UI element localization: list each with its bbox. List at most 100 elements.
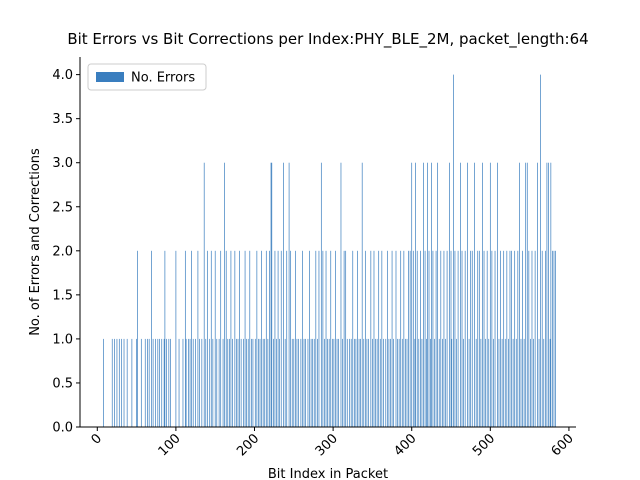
bar [500,250,501,427]
bar [322,250,324,427]
bar [537,162,538,427]
bar [375,338,376,427]
bar [493,338,494,427]
x-tick-label: 300 [313,431,341,459]
bar [468,338,470,427]
bar [222,338,224,427]
bar [296,338,298,427]
bar [445,338,446,427]
bar [345,250,347,427]
bar [528,250,530,427]
bar [414,338,416,427]
bar [327,338,328,427]
bar [291,338,293,427]
bar [406,338,408,427]
bar [192,338,194,427]
bar [182,338,184,427]
bar [544,250,546,427]
bar [262,338,264,427]
bar [449,162,450,427]
bar [520,338,522,427]
bar [530,338,531,427]
bar [372,338,373,427]
bar [203,162,205,427]
bar [247,338,249,427]
bar [443,250,445,427]
bar [277,250,279,427]
bar [488,338,490,427]
bar [482,162,483,427]
bar [261,250,262,427]
bar [497,162,498,427]
bar [508,338,509,427]
bar [251,338,252,427]
bar [267,338,269,427]
bar [418,338,420,427]
bar [325,250,327,427]
bar [163,338,165,427]
bar [477,250,479,427]
bar [379,338,381,427]
bar [538,338,540,427]
bar [519,162,520,427]
bar [155,338,156,427]
bar [506,250,508,427]
bar [523,338,525,427]
bar [498,338,500,427]
bar [360,338,361,427]
bar [463,338,464,427]
bar [309,250,310,427]
bar [415,162,416,427]
bar [381,250,383,427]
bar [264,338,266,427]
bar [431,162,432,427]
bar [485,338,486,427]
bar [475,338,477,427]
bar [442,338,443,427]
bar [501,338,503,427]
bar [254,338,256,427]
bar [405,338,406,427]
bar [386,250,388,427]
x-tick-label: 100 [156,431,184,459]
bar [191,250,192,427]
bar [118,338,120,427]
bar [227,338,229,427]
bar [320,162,322,427]
bar [398,338,400,427]
bar [237,338,239,427]
bar [225,250,227,427]
bar [340,162,342,427]
bar [212,338,214,427]
bar [470,250,472,427]
y-tick-label: 4.0 [52,68,73,83]
bar [480,338,482,427]
bar [295,250,296,427]
bar [504,338,506,427]
bar [232,338,233,427]
bar [230,250,232,427]
bar [461,250,463,427]
bar [540,74,541,427]
bar [168,338,170,427]
legend-label: No. Errors [131,71,195,86]
bar [214,250,216,427]
bar [357,250,358,427]
bar [111,338,113,427]
bar [293,338,295,427]
bar [548,162,549,427]
bar [338,338,339,427]
bar [243,338,244,427]
bar [136,338,137,427]
bar [352,250,354,427]
bar [216,338,218,427]
bar [403,250,405,427]
y-tick-label: 0.0 [52,421,73,436]
bar [157,338,159,427]
bar [144,338,146,427]
bar [147,338,148,427]
bar [330,250,332,427]
bar [553,250,555,427]
bar [555,250,556,427]
